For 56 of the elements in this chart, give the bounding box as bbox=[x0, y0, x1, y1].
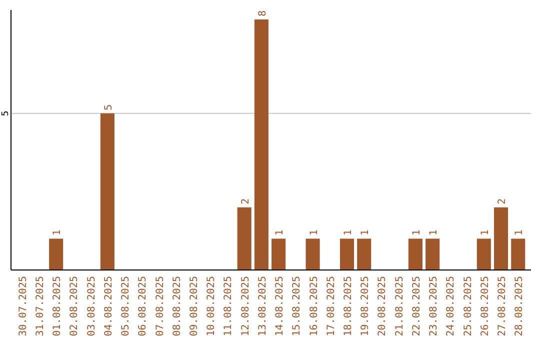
data-label: 1 bbox=[274, 230, 286, 236]
x-tick-label: 03.08.2025 bbox=[86, 276, 98, 336]
x-tick-label: 28.08.2025 bbox=[514, 276, 526, 336]
data-label: 1 bbox=[514, 230, 526, 236]
x-tick-label: 26.08.2025 bbox=[480, 276, 491, 336]
x-tick-label: 13.08.2025 bbox=[257, 276, 268, 336]
x-tick-label: 15.08.2025 bbox=[292, 276, 303, 336]
bar bbox=[306, 238, 320, 270]
x-tick-label: 01.08.2025 bbox=[52, 276, 64, 336]
bar bbox=[494, 207, 508, 270]
x-tick-label: 09.08.2025 bbox=[188, 276, 200, 336]
data-label: 1 bbox=[360, 230, 372, 236]
x-tick-label: 16.08.2025 bbox=[308, 276, 320, 336]
x-tick-label: 14.08.2025 bbox=[274, 276, 286, 336]
x-tick-label: 08.08.2025 bbox=[172, 276, 183, 336]
bar bbox=[426, 238, 440, 270]
data-label: 1 bbox=[52, 230, 64, 236]
bar bbox=[357, 238, 372, 270]
bar bbox=[254, 19, 268, 270]
bar bbox=[49, 238, 64, 270]
bar bbox=[408, 238, 422, 270]
x-tick-label: 25.08.2025 bbox=[462, 276, 474, 336]
x-tick-label: 31.07.2025 bbox=[34, 276, 46, 336]
bar bbox=[272, 238, 286, 270]
x-tick-label: 11.08.2025 bbox=[223, 276, 234, 336]
x-tick-label: 30.07.2025 bbox=[18, 276, 29, 336]
data-label: 1 bbox=[411, 230, 422, 236]
data-label: 5 bbox=[103, 104, 114, 110]
x-tick-label: 10.08.2025 bbox=[206, 276, 218, 336]
data-label: 1 bbox=[480, 230, 491, 236]
x-tick-label: 20.08.2025 bbox=[377, 276, 388, 336]
bar bbox=[340, 238, 354, 270]
x-tick-label: 23.08.2025 bbox=[428, 276, 440, 336]
data-label: 1 bbox=[428, 230, 440, 236]
data-label: 1 bbox=[308, 230, 320, 236]
x-tick-label: 24.08.2025 bbox=[446, 276, 457, 336]
x-tick-label: 22.08.2025 bbox=[411, 276, 422, 336]
x-tick-label: 12.08.2025 bbox=[240, 276, 252, 336]
x-tick-label: 18.08.2025 bbox=[343, 276, 354, 336]
x-tick-label: 17.08.2025 bbox=[326, 276, 337, 336]
bar bbox=[100, 113, 114, 270]
x-tick-label: 04.08.2025 bbox=[103, 276, 114, 336]
data-label: 1 bbox=[343, 230, 354, 236]
x-tick-label: 02.08.2025 bbox=[69, 276, 80, 336]
x-tick-label: 06.08.2025 bbox=[138, 276, 149, 336]
data-label: 2 bbox=[497, 198, 508, 204]
bar bbox=[476, 238, 491, 270]
bar bbox=[237, 207, 252, 270]
data-label: 8 bbox=[257, 10, 268, 16]
x-tick-label: 27.08.2025 bbox=[497, 276, 508, 336]
bar bbox=[511, 238, 526, 270]
data-label: 2 bbox=[240, 198, 252, 204]
x-tick-label: 21.08.2025 bbox=[394, 276, 406, 336]
x-tick-label: 05.08.2025 bbox=[120, 276, 132, 336]
x-tick-label: 19.08.2025 bbox=[360, 276, 372, 336]
x-tick-label: 07.08.2025 bbox=[154, 276, 166, 336]
